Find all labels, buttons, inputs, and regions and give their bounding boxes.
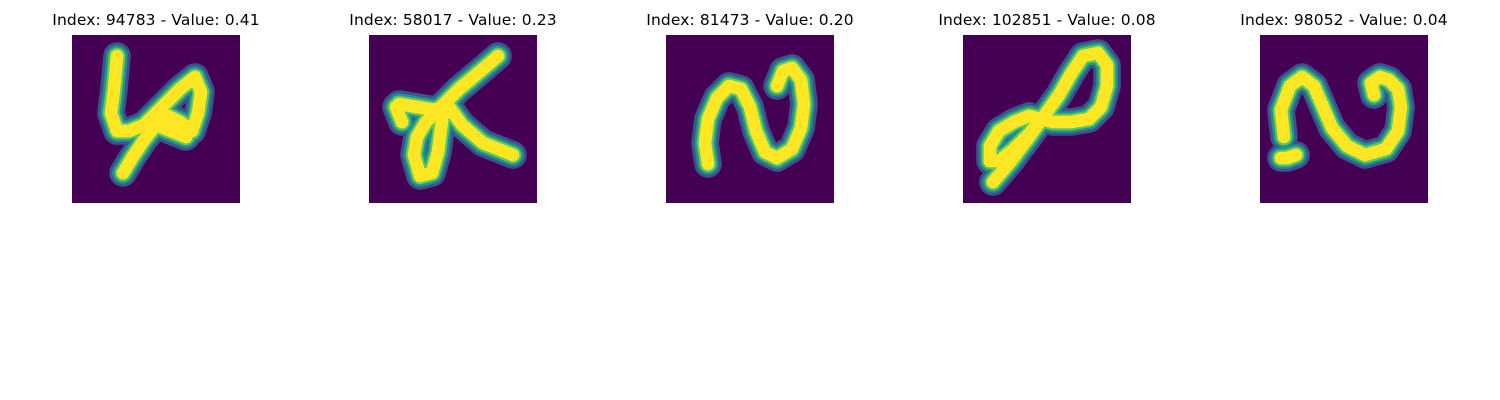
digit-image bbox=[666, 35, 834, 203]
panel-title: Index: 94783 - Value: 0.41 bbox=[52, 11, 260, 29]
panel-5: Index: 98052 - Value: 0.04 bbox=[1214, 0, 1474, 210]
panel-title: Index: 58017 - Value: 0.23 bbox=[349, 11, 557, 29]
panel-title: Index: 102851 - Value: 0.08 bbox=[938, 11, 1156, 29]
panel-title: Index: 98052 - Value: 0.04 bbox=[1240, 11, 1448, 29]
digit-image bbox=[1260, 35, 1428, 203]
panel-title: Index: 81473 - Value: 0.20 bbox=[646, 11, 854, 29]
panel-4: Index: 102851 - Value: 0.08 bbox=[917, 0, 1177, 210]
panel-3: Index: 81473 - Value: 0.20 bbox=[620, 0, 880, 210]
digit-image bbox=[72, 35, 240, 203]
digit-image bbox=[369, 35, 537, 203]
digit-image bbox=[963, 35, 1131, 203]
panel-1: Index: 94783 - Value: 0.41 bbox=[26, 0, 286, 210]
panel-2: Index: 58017 - Value: 0.23 bbox=[323, 0, 583, 210]
